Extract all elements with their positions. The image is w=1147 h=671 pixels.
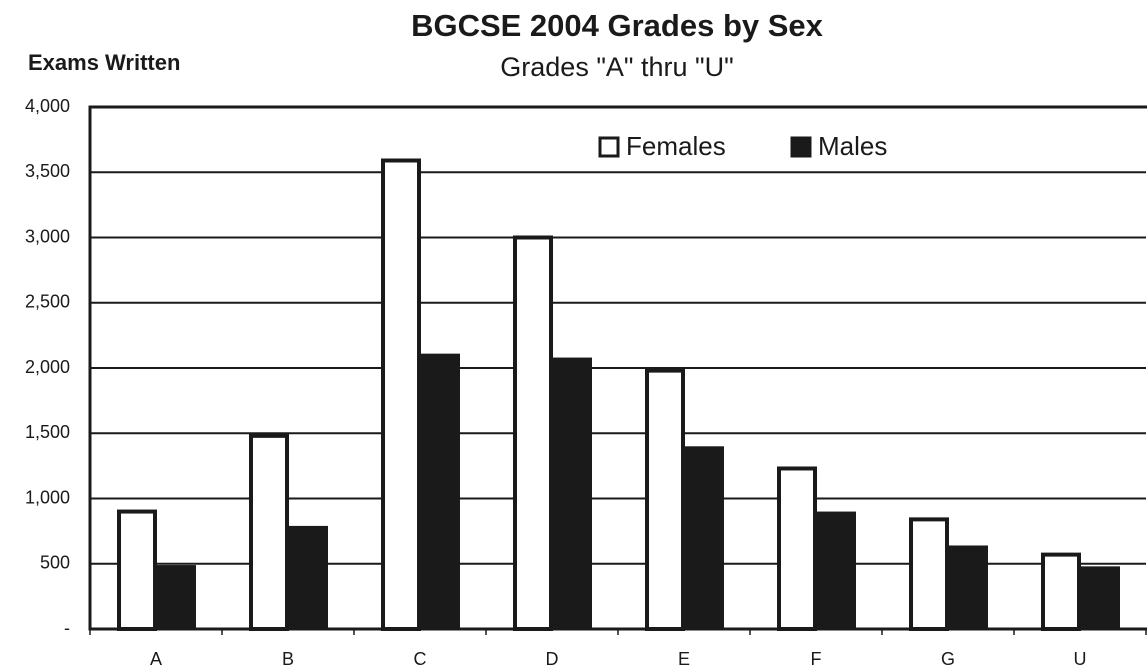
y-tick-label: -: [64, 618, 70, 638]
bar: [419, 353, 460, 629]
y-tick-label: 2,500: [25, 292, 70, 312]
x-tick-label: D: [546, 649, 559, 669]
bar: [117, 509, 157, 631]
bar: [645, 368, 685, 631]
legend-swatch: [598, 136, 620, 158]
x-tick-label: C: [414, 649, 427, 669]
y-tick-label: 1,000: [25, 487, 70, 507]
bar: [287, 525, 328, 629]
bar: [947, 545, 988, 629]
bar: [551, 357, 592, 629]
chart-title: BGCSE 2004 Grades by Sex: [411, 8, 824, 43]
bar: [909, 517, 949, 632]
x-tick-label: E: [678, 649, 690, 669]
x-tick-label: A: [150, 649, 162, 669]
bar: [1079, 566, 1120, 629]
y-tick-label: 4,000: [25, 96, 70, 116]
y-tick-label: 3,500: [25, 161, 70, 181]
chart-subtitle: Grades "A" thru "U": [500, 52, 733, 82]
bar: [155, 565, 196, 629]
y-axis-label: Exams Written: [28, 50, 180, 75]
bar: [815, 511, 856, 629]
x-tick-label: F: [811, 649, 822, 669]
plot-frame: [88, 105, 1147, 631]
bar: [683, 446, 724, 629]
bar: [777, 466, 817, 631]
bar: [513, 235, 553, 631]
x-tick-label: B: [282, 649, 294, 669]
bar: [1041, 552, 1081, 631]
y-tick-label: 2,000: [25, 357, 70, 377]
x-tick-label: G: [941, 649, 955, 669]
legend-label: Males: [818, 131, 887, 161]
y-tick-label: 500: [40, 553, 70, 573]
y-tick-label: 1,500: [25, 422, 70, 442]
y-tick-label: 3,000: [25, 226, 70, 246]
legend-swatch: [790, 136, 812, 158]
bar: [249, 433, 289, 631]
x-tick-label: U: [1074, 649, 1087, 669]
bar: [381, 158, 421, 631]
legend-label: Females: [626, 131, 726, 161]
